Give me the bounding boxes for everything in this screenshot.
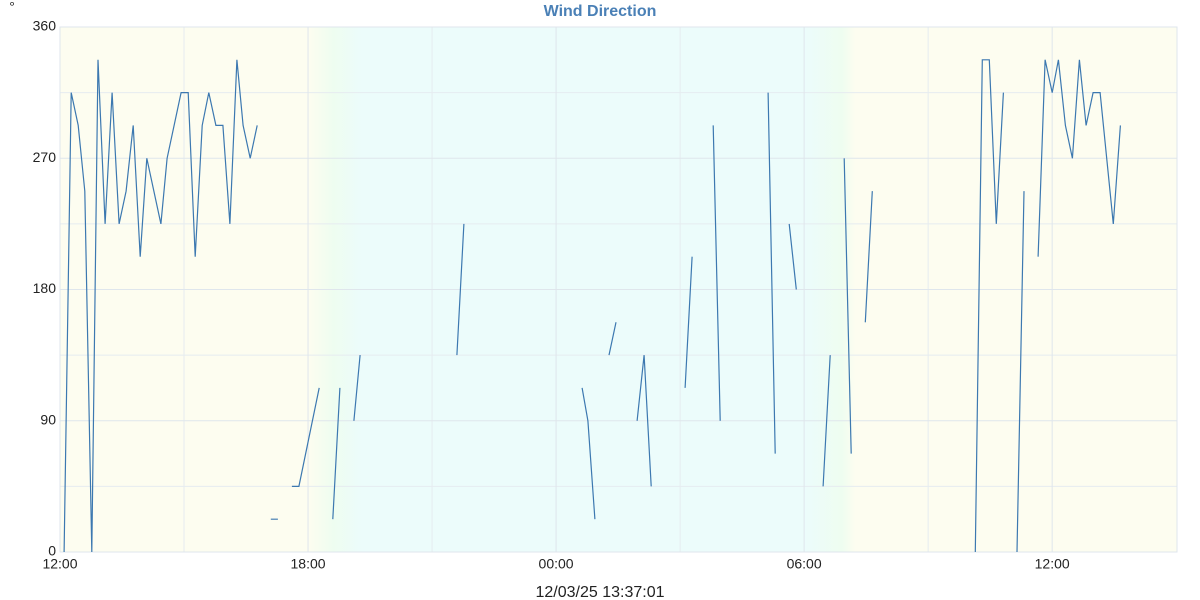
y-axis-label: ° xyxy=(9,0,15,15)
y-tick-label: 270 xyxy=(33,149,57,165)
x-tick-label: 12:00 xyxy=(1035,556,1070,572)
y-tick-label: 360 xyxy=(33,18,57,34)
x-tick-label: 18:00 xyxy=(291,556,326,572)
x-tick-label: 12:00 xyxy=(42,556,77,572)
x-tick-label: 00:00 xyxy=(539,556,574,572)
plot-border xyxy=(59,26,1178,553)
y-tick-label: 180 xyxy=(33,280,57,296)
y-tick-label: 0 xyxy=(48,543,56,559)
chart-title: Wind Direction xyxy=(544,3,657,20)
line-series xyxy=(63,59,1121,553)
y-tick-label: 90 xyxy=(40,411,56,427)
timestamp: 12/03/25 13:37:01 xyxy=(535,584,664,600)
x-tick-label: 06:00 xyxy=(787,556,822,572)
